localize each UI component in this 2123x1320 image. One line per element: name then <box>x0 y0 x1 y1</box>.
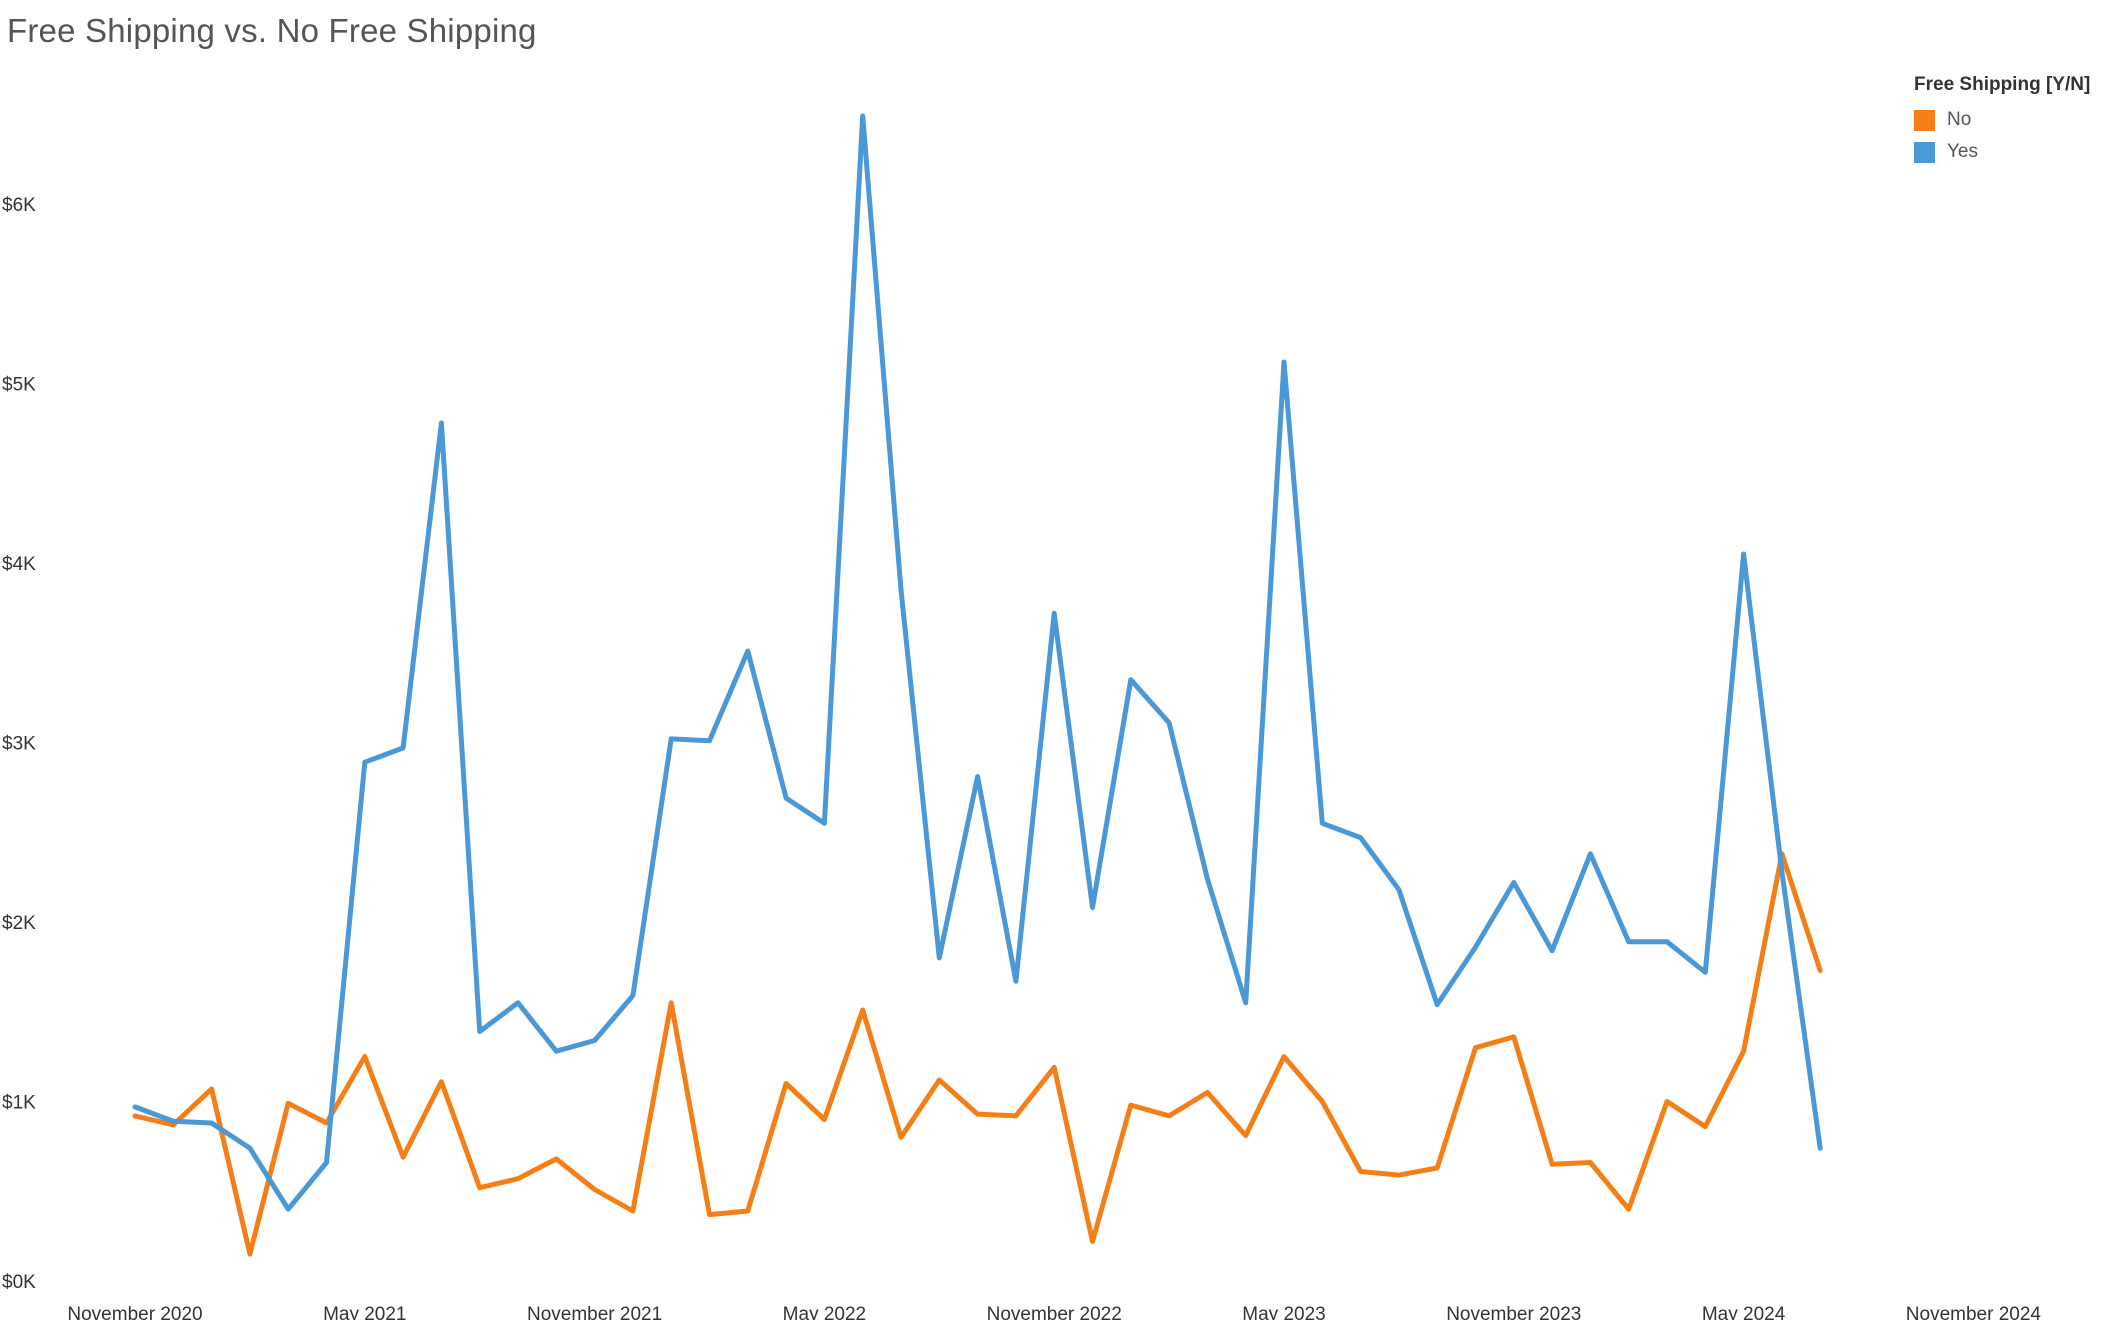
series-line-yes[interactable] <box>132 113 1823 1212</box>
legend-swatch-no <box>1914 109 1935 131</box>
x-tick-label: November 2022 <box>987 1304 1122 1320</box>
x-tick-label: May 2023 <box>1242 1304 1325 1320</box>
y-tick-label: $5K <box>2 375 36 396</box>
y-axis: $0K $1K $2K $3K $4K $5K $6K <box>2 195 36 1293</box>
x-tick-label: November 2023 <box>1446 1304 1581 1320</box>
y-tick-label: $2K <box>2 913 36 934</box>
x-axis: November 2020 May 2021 November 2021 May 20… <box>67 1304 2041 1320</box>
legend-swatch-yes <box>1914 141 1935 163</box>
y-tick-label: $0K <box>2 1272 36 1293</box>
x-tick-label: November 2024 <box>1906 1304 2042 1320</box>
x-tick-label: November 2020 <box>67 1304 202 1320</box>
legend-title: Free Shipping [Y/N] <box>1914 74 2091 95</box>
legend-label-yes: Yes <box>1947 141 1978 162</box>
legend-label-no: No <box>1947 109 1972 130</box>
x-tick-label: May 2024 <box>1702 1304 1786 1320</box>
y-tick-label: $4K <box>2 554 36 575</box>
x-tick-label: November 2021 <box>527 1304 662 1320</box>
y-tick-label: $3K <box>2 734 36 755</box>
chart-title: Free Shipping vs. No Free Shipping <box>7 12 537 49</box>
legend: Free Shipping [Y/N] No Yes <box>1914 74 2090 168</box>
series-layer <box>132 113 1823 1257</box>
legend-item-yes[interactable]: Yes <box>1914 136 2090 168</box>
y-tick-label: $6K <box>2 195 36 216</box>
x-tick-label: May 2022 <box>783 1304 866 1320</box>
y-tick-label: $1K <box>2 1093 36 1114</box>
series-line-no[interactable] <box>132 851 1823 1257</box>
x-tick-label: May 2021 <box>323 1304 406 1320</box>
legend-item-no[interactable]: No <box>1914 104 2090 136</box>
